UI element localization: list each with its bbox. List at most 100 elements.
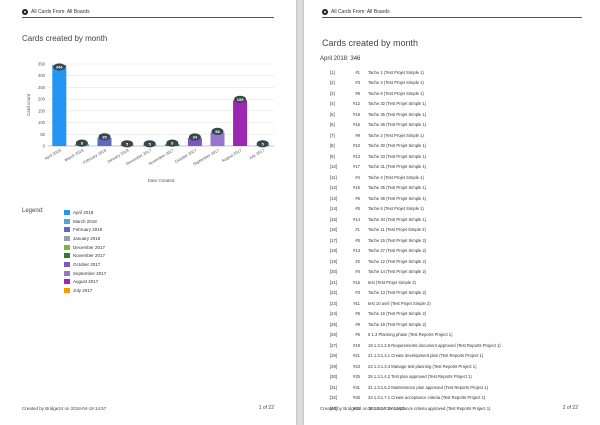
header-label: All Cards From: All Boards [31,9,90,15]
legend-item: February 2018 [64,225,184,234]
bridge24-logo-icon [22,9,28,15]
card-number: #10 [353,143,360,149]
card-row: [5] #18 Tache 35 (Test Projet Simple 1) [330,109,580,120]
card-name: Tache 36 (Test Projet Simple 1) [368,195,427,201]
row-index: [9] [330,153,335,159]
row-index: [27] [330,342,337,348]
y-tick-label: 150 [38,108,46,113]
page-number: 1 of 22 [258,405,274,411]
card-name: Tache 33 (Test Projet Simple 1) [368,153,427,159]
card-row: [26] #6 6 1.3 Planning phase (Test Reports… [330,330,580,341]
page-footer: Created by Bridge24 on 2018-04-19 14:57 … [22,405,274,411]
legend-swatch [64,288,70,294]
bar [97,137,112,146]
header-label: All Cards From: All Boards [331,9,390,15]
legend-label-text: December 2017 [73,244,106,250]
x-tick-label: July 2017 [248,147,266,160]
legend-swatch [64,261,70,267]
legend-item: August 2017 [64,278,184,287]
card-name: 25 1.3.1.4.2 Test plan approved (Test Re… [368,374,472,380]
header-rule [22,17,274,18]
card-number: #16 [353,279,360,285]
card-row: [12] #15 Tache 35 (Test Projet Simple 1) [330,183,580,194]
card-row: [31] #31 31 1.3.1.6.2 Maintenance plan app… [330,382,580,393]
y-tick-label: 100 [38,120,46,125]
row-index: [23] [330,300,337,306]
card-name: Tache 12 (Test Projet Simple 2) [368,258,427,264]
x-tick-label: April 2018 [44,147,63,161]
page-header: All Cards From: All Boards [322,9,390,15]
page-title: Cards created by month [22,34,108,43]
y-tick-label: 250 [38,85,46,90]
y-axis-label: Card count [26,93,31,116]
card-name: Tache 31 (Test Projet Simple 1) [368,164,427,170]
legend-item: October 2017 [64,260,184,269]
row-index: [15] [330,216,337,222]
card-row: [17] #5 Tache 15 (Test Projet Simple 2) [330,235,580,246]
y-tick-label: 300 [38,73,46,78]
header-rule [322,17,582,18]
row-index: [17] [330,237,337,243]
card-row: [23] #11 test 10 avril (Test Projet Simple… [330,298,580,309]
card-number: #21 [353,353,360,359]
card-name: Tache 36 (Test Projet Simple 1) [368,122,427,128]
card-number: #31 [353,384,360,390]
card-name: 21 1.3.1.3.1 Create development plan (Te… [368,353,484,359]
value-badge [234,95,247,103]
row-index: [2] [330,80,335,86]
row-index: [20] [330,269,337,275]
card-name: 31 1.3.1.6.2 Maintenance plan approved (… [368,384,489,390]
y-tick-label: 50 [40,132,45,137]
legend-label-text: November 2017 [73,253,106,259]
card-number: #2 [355,258,360,264]
legend-label-text: July 2017 [73,288,93,294]
card-name: Tache 11 (Test Projet Simple 2) [368,227,426,233]
row-index: [1] [330,69,335,75]
x-tick-label: November 2017 [148,147,176,166]
card-name: Tache 6 (Test Projet Simple 1) [368,206,424,212]
y-tick-label: 350 [38,62,46,67]
row-index: [22] [330,290,337,296]
row-index: [14] [330,206,337,212]
row-index: [5] [330,111,335,117]
card-name: Tache 27 (Test Projet Simple 2) [368,248,427,254]
card-name: Tache 14 (Test Projet Simple 2) [368,269,427,275]
card-row: [18] #13 Tache 27 (Test Projet Simple 2) [330,246,580,257]
legend-label: Legend: [22,208,44,214]
row-index: [29] [330,363,337,369]
card-name: Tache 8 (Test Projet Simple 1) [368,90,424,96]
card-row: [13] #6 Tache 36 (Test Projet Simple 1) [330,193,580,204]
row-index: [10] [330,164,337,170]
card-name: test (Test Projet Simple 2) [368,279,416,285]
card-number: #14 [353,216,360,222]
card-row: [3] #8 Tache 8 (Test Projet Simple 1) [330,88,580,99]
bar [233,100,248,146]
value-badge [53,63,66,71]
card-row: [11] #4 Tache 4 (Test Projet Simple 1) [330,172,580,183]
y-tick-label: 0 [43,144,46,149]
data-label: 35 [102,134,107,139]
value-badge [166,139,179,147]
card-number: #18 [353,111,360,117]
card-row: [19] #2 Tache 12 (Test Projet Simple 2) [330,256,580,267]
card-name: 19 1.3.1.2.8 Requirements document appro… [368,342,501,348]
card-number: #15 [353,185,360,191]
card-row: [30] #25 25 1.3.1.4.2 Test plan approved (… [330,372,580,383]
card-number: #8 [355,90,360,96]
row-index: [33] [330,405,337,411]
data-label: 5 [262,141,265,146]
footer-text: Created by Bridge24 on 2018-04-19 14:57 [22,406,107,411]
row-index: [7] [330,132,335,138]
data-label: 5 [149,141,152,146]
bar [210,132,225,146]
value-badge [98,133,111,141]
value-badge [75,139,88,147]
card-number: #23 [353,363,360,369]
card-list: [1] #1 Tache 1 (Test Projet Simple 1) [2] #3… [330,67,580,414]
card-row: [14] #5 Tache 6 (Test Projet Simple 1) [330,204,580,215]
legend-swatch [64,209,70,215]
card-name: Tache 30 (Test Projet Simple 1) [368,143,427,149]
data-label: 8 [171,141,174,146]
card-name: Tache 2 (Test Projet Simple 1) [368,132,424,138]
data-label: 5 [126,141,129,146]
